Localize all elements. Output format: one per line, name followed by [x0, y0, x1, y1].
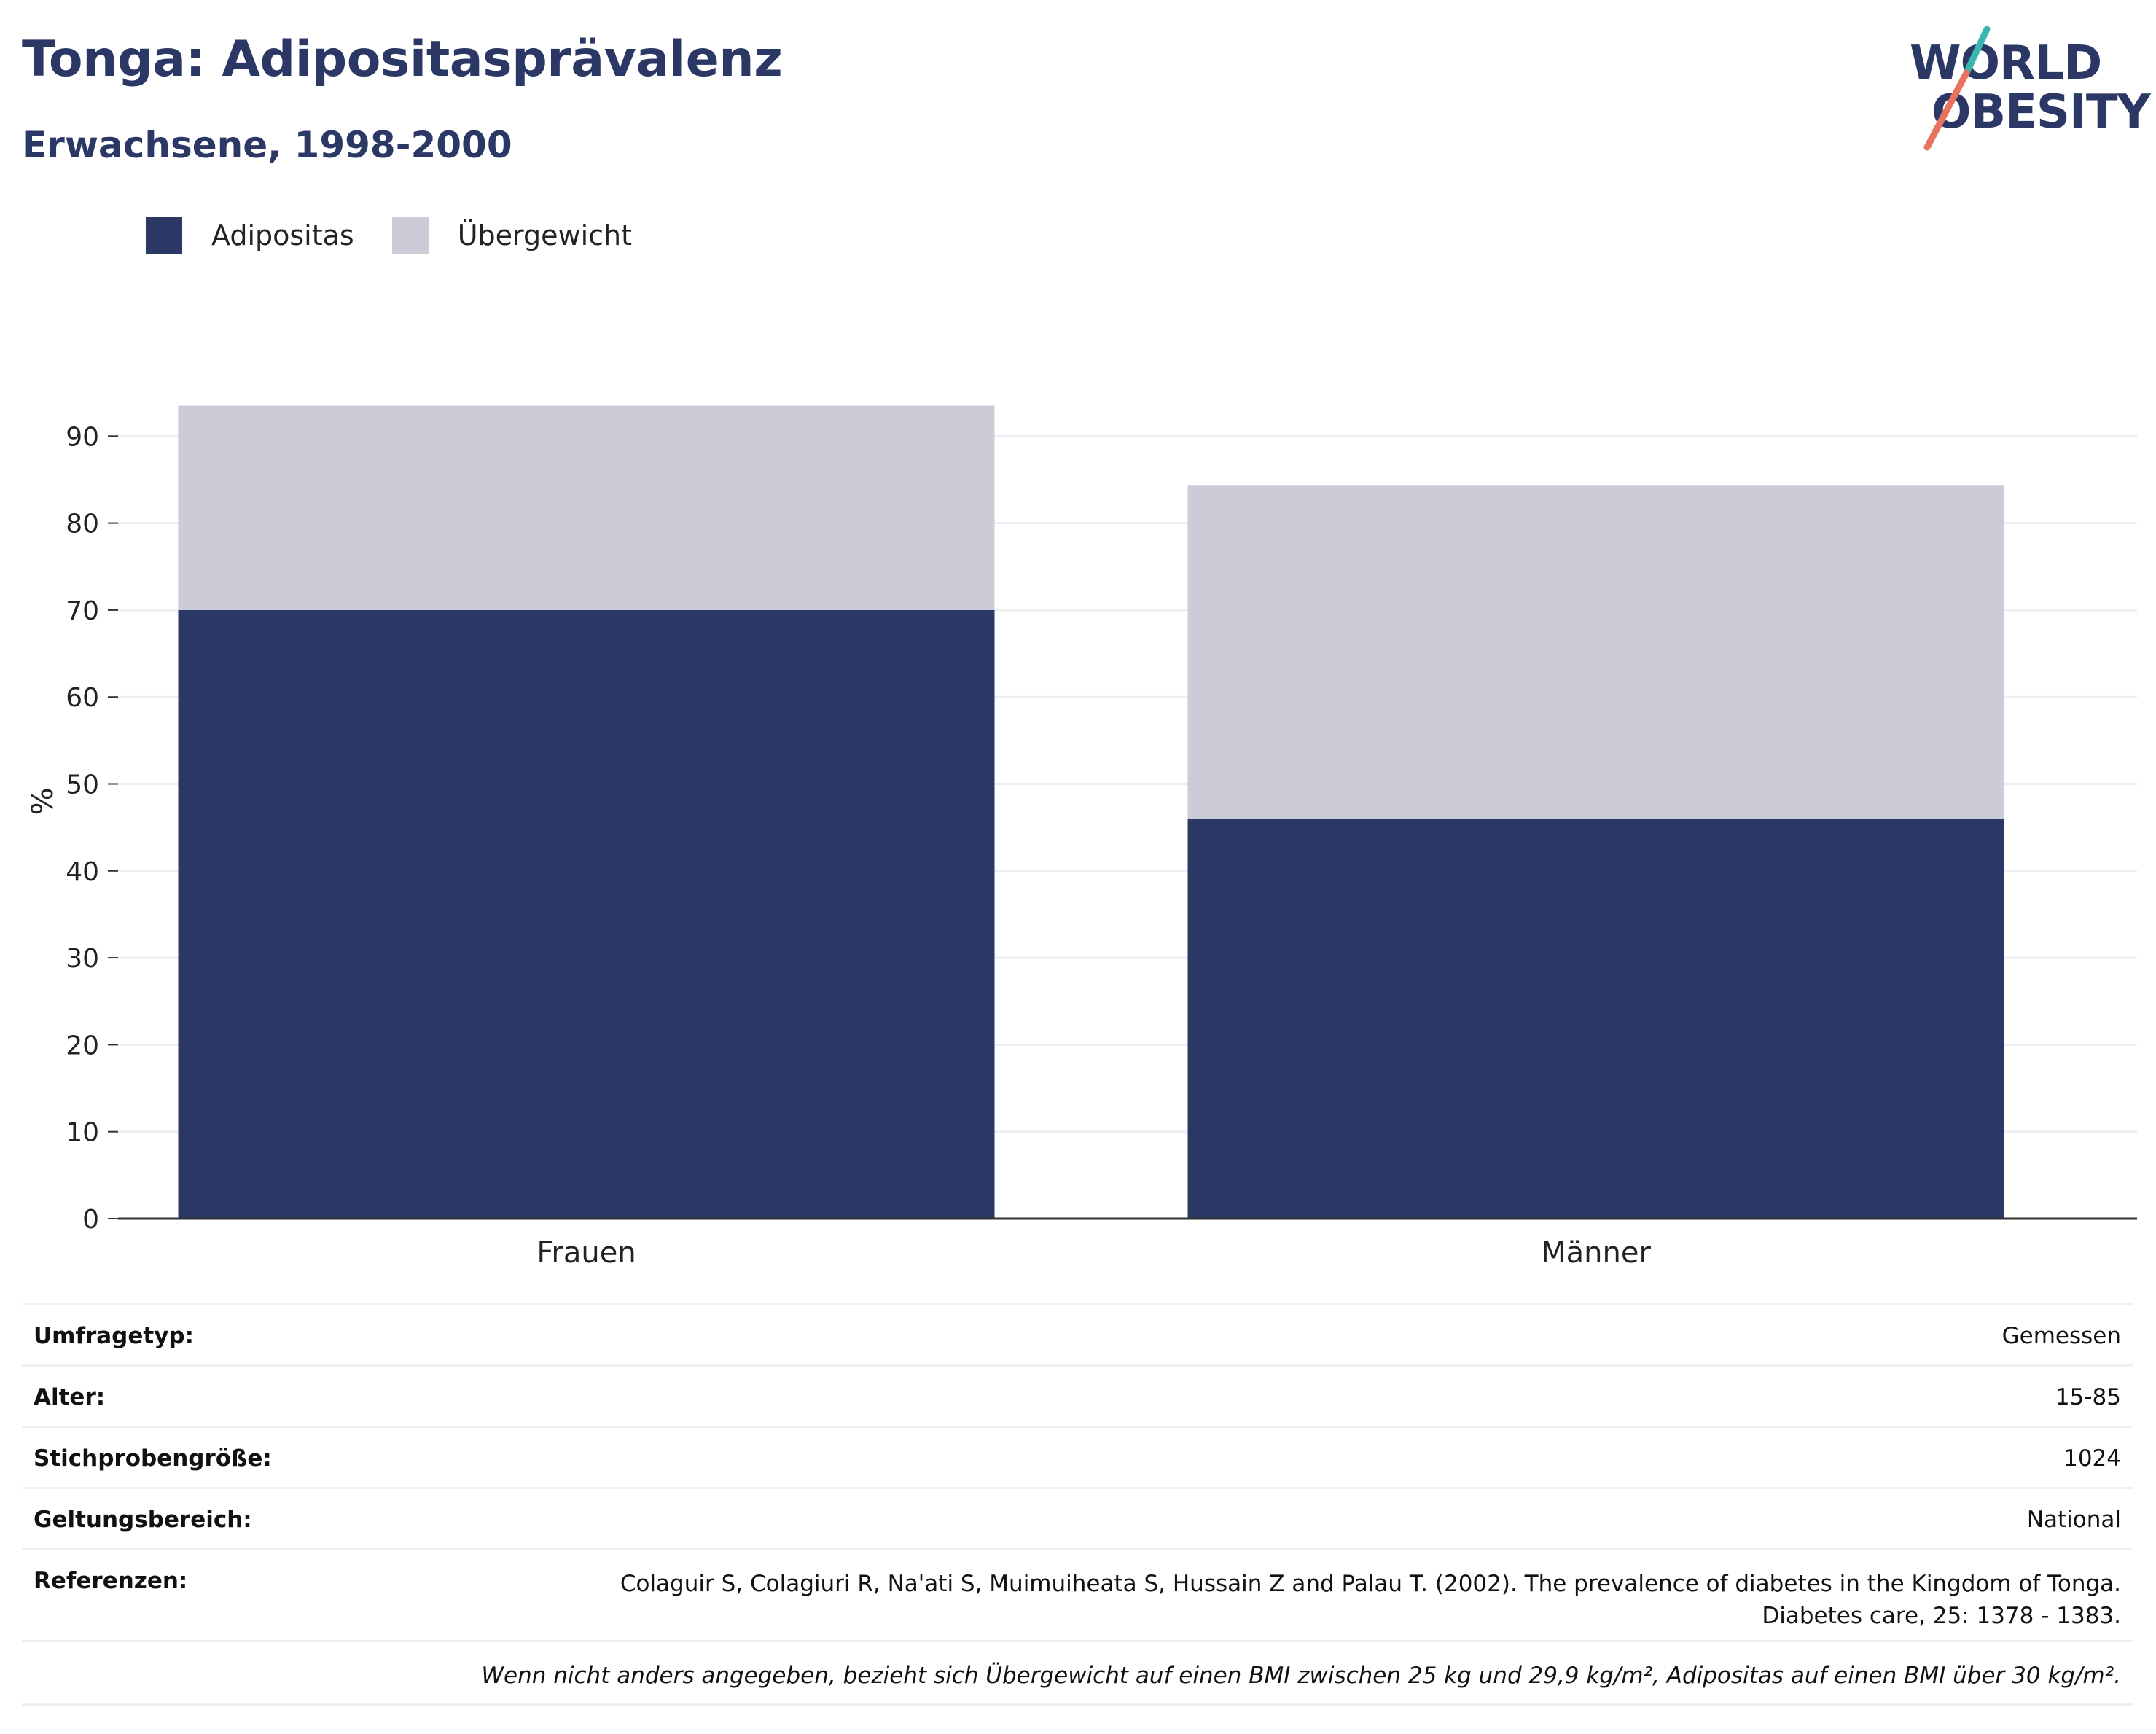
- info-row-references: Referenzen: Colaguir S, Colagiuri R, Na'…: [22, 1548, 2133, 1640]
- definition-footnote: Wenn nicht anders angegeben, bezieht sic…: [22, 1640, 2133, 1706]
- info-value: Gemessen: [2001, 1323, 2121, 1349]
- logo-line-1: WORLD: [1910, 36, 2102, 90]
- bar-adipositas-männer: [1187, 819, 2004, 1219]
- legend-swatch-adipositas: [146, 217, 182, 254]
- y-tick-label: 0: [82, 1205, 99, 1235]
- info-label: Geltungsbereich:: [34, 1507, 252, 1533]
- info-value: 1024: [2063, 1445, 2121, 1472]
- info-row-sample-size: Stichprobengröße: 1024: [22, 1426, 2133, 1487]
- y-tick-label: 30: [66, 944, 99, 974]
- bar-uebergewicht-frauen: [178, 405, 995, 610]
- y-tick-label: 20: [66, 1031, 99, 1061]
- bar-chart: 0 10 20 30 40 50 60 70 80 90% Frauen Männer: [26, 405, 2137, 1270]
- y-axis-label: %: [26, 787, 60, 815]
- info-label: Alter:: [34, 1384, 106, 1410]
- info-value: 15-85: [2055, 1384, 2121, 1410]
- y-tick-label: 90: [66, 422, 99, 452]
- reference-line-2: Diabetes care, 25: 1378 - 1383.: [1762, 1603, 2121, 1629]
- reference-line-1: Colaguir S, Colagiuri R, Na'ati S, Muimu…: [620, 1571, 2121, 1597]
- y-tick-label: 10: [66, 1118, 99, 1148]
- legend-label-uebergewicht: Übergewicht: [457, 219, 632, 251]
- info-label: Stichprobengröße:: [34, 1445, 272, 1472]
- page-title: Tonga: Adipositasprävalenz: [22, 31, 783, 88]
- x-tick-label: Männer: [1541, 1236, 1651, 1270]
- survey-info-table: Umfragetyp: Gemessen Alter: 15-85 Stichp…: [22, 1303, 2133, 1706]
- y-tick-label: 60: [66, 683, 99, 713]
- reference-text: Colaguir S, Colagiuri R, Na'ati S, Muimu…: [620, 1568, 2121, 1632]
- info-label: Umfragetyp:: [34, 1323, 194, 1349]
- x-tick-label: Frauen: [536, 1236, 636, 1270]
- info-value: National: [2026, 1507, 2121, 1533]
- y-tick-label: 50: [66, 770, 99, 800]
- info-row-age: Alter: 15-85: [22, 1364, 2133, 1426]
- bar-adipositas-frauen: [178, 609, 995, 1219]
- legend-item-uebergewicht[interactable]: Übergewicht: [391, 217, 632, 254]
- legend-label-adipositas: Adipositas: [211, 219, 354, 251]
- y-tick-label: 70: [66, 596, 99, 626]
- info-row-survey-type: Umfragetyp: Gemessen: [22, 1303, 2133, 1364]
- info-row-scope: Geltungsbereich: National: [22, 1487, 2133, 1548]
- info-label: Referenzen:: [34, 1568, 188, 1594]
- logo-line-2: OBESITY: [1932, 85, 2151, 139]
- y-tick-label: 40: [66, 857, 99, 887]
- logo-slash-icon: [1923, 26, 1991, 151]
- page-subtitle: Erwachsene, 1998-2000: [22, 124, 512, 166]
- bar-uebergewicht-männer: [1187, 485, 2004, 819]
- y-tick-label: 80: [66, 509, 99, 539]
- world-obesity-logo: WORLD OBESITY: [1895, 22, 2151, 153]
- legend-item-adipositas[interactable]: Adipositas: [146, 217, 354, 254]
- legend-swatch-uebergewicht: [391, 217, 429, 254]
- chart-legend: Adipositas Übergewicht: [146, 217, 670, 254]
